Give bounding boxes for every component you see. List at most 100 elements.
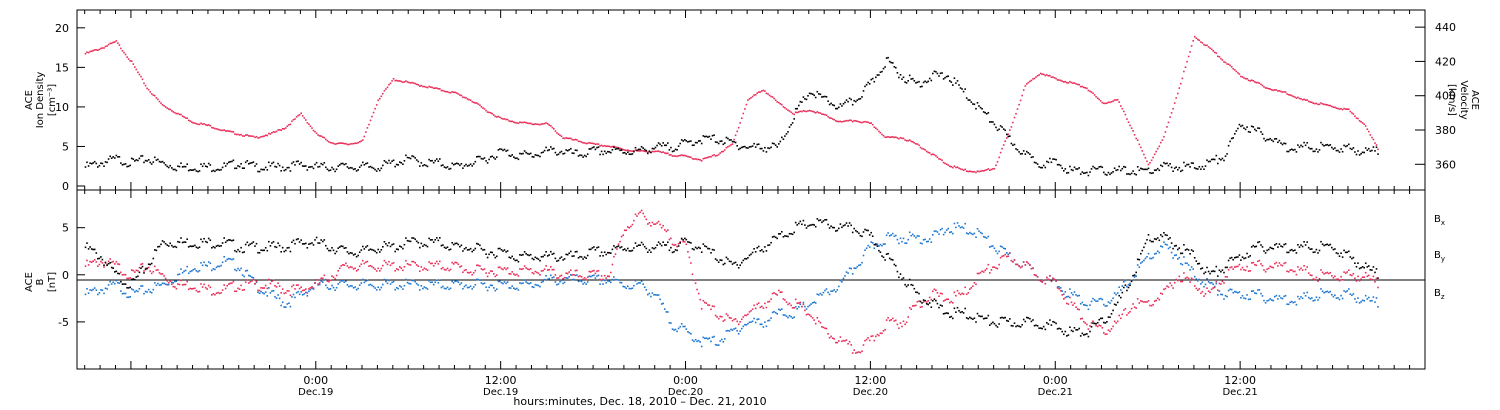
by-point — [275, 297, 278, 299]
bz-point — [457, 263, 460, 266]
bx-point — [511, 255, 513, 258]
bz-point — [295, 284, 298, 286]
velocity-point — [1187, 55, 1190, 58]
bx-point — [794, 221, 797, 224]
density-point — [164, 164, 167, 166]
bz-point — [335, 274, 338, 277]
bz-point — [697, 292, 700, 295]
velocity-point — [982, 170, 985, 172]
bx-point — [623, 248, 626, 250]
velocity-point — [764, 90, 766, 92]
by-point — [744, 323, 746, 326]
density-point — [805, 98, 808, 101]
velocity-point — [497, 115, 500, 118]
bz-point — [519, 268, 521, 270]
velocity-point — [1301, 99, 1304, 101]
bx-point — [342, 245, 344, 248]
velocity-point — [989, 169, 991, 171]
by-point — [1277, 298, 1279, 300]
velocity-point — [1257, 81, 1259, 84]
bz-point — [796, 302, 798, 304]
velocity-point — [1107, 101, 1110, 104]
bz-point — [1364, 271, 1367, 274]
bx-point — [791, 233, 794, 236]
velocity-point — [1263, 86, 1265, 88]
density-point — [311, 165, 313, 168]
density-point — [670, 146, 672, 149]
bz-point — [469, 271, 472, 273]
bz-point — [229, 282, 232, 285]
velocity-point — [254, 136, 256, 139]
velocity-point — [1092, 92, 1094, 94]
density-point — [325, 166, 327, 169]
by-point — [277, 294, 279, 296]
velocity-point — [932, 153, 934, 155]
density-point — [86, 161, 88, 164]
by-point — [1093, 299, 1096, 301]
density-point — [326, 168, 329, 171]
bx-point — [653, 247, 655, 250]
velocity-point — [437, 88, 440, 90]
bx-point — [807, 225, 809, 227]
density-point — [209, 164, 212, 166]
density-point — [895, 66, 897, 69]
velocity-point — [1272, 89, 1275, 92]
density-point — [1058, 163, 1060, 166]
density-point — [562, 153, 564, 155]
bx-point — [1184, 249, 1187, 251]
by-point — [1135, 275, 1137, 277]
density-point — [1110, 172, 1113, 174]
bx-point — [796, 224, 798, 226]
x-tick-time-label: 0:00 — [303, 374, 328, 387]
bz-point — [90, 261, 93, 263]
bz-point — [415, 264, 418, 266]
density-point — [337, 165, 339, 167]
density-point — [1249, 131, 1251, 133]
velocity-point — [469, 99, 472, 101]
by-point — [92, 288, 94, 291]
by-point — [778, 308, 780, 311]
bz-point — [1193, 285, 1196, 287]
velocity-point — [1101, 101, 1104, 104]
bx-point — [548, 254, 550, 256]
velocity-point — [235, 133, 238, 136]
velocity-point — [719, 152, 721, 154]
by-point — [553, 276, 555, 278]
density-point — [955, 82, 957, 84]
bz-point — [1277, 265, 1279, 267]
bz-point — [1030, 267, 1033, 270]
density-point — [374, 168, 376, 171]
by-point — [1120, 289, 1122, 291]
density-point — [1032, 156, 1034, 158]
velocity-point — [215, 128, 218, 130]
by-point — [1087, 308, 1090, 311]
velocity-point — [89, 50, 91, 53]
density-point — [1332, 148, 1335, 150]
density-point — [753, 142, 755, 145]
bz-point — [1002, 255, 1005, 257]
density-point — [1018, 151, 1020, 153]
velocity-point — [107, 43, 110, 46]
bz-point — [121, 274, 124, 276]
bz-point — [135, 269, 138, 272]
bx-point — [996, 326, 999, 328]
velocity-point — [1298, 97, 1301, 100]
by-point — [576, 274, 578, 276]
bx-point — [559, 257, 561, 260]
by-point — [1133, 276, 1136, 278]
bx-point — [354, 253, 356, 255]
bx-point — [332, 249, 335, 252]
bz-point — [536, 271, 538, 274]
bz-point — [828, 337, 831, 339]
by-point — [406, 281, 409, 284]
velocity-point — [1126, 118, 1128, 120]
bx-point — [468, 248, 470, 251]
by-point — [819, 292, 822, 295]
bx-point — [995, 324, 997, 327]
velocity-point — [896, 137, 899, 139]
by-point — [460, 282, 463, 284]
velocity-point — [206, 124, 208, 127]
density-point — [255, 163, 258, 165]
bx-point — [1004, 316, 1006, 319]
